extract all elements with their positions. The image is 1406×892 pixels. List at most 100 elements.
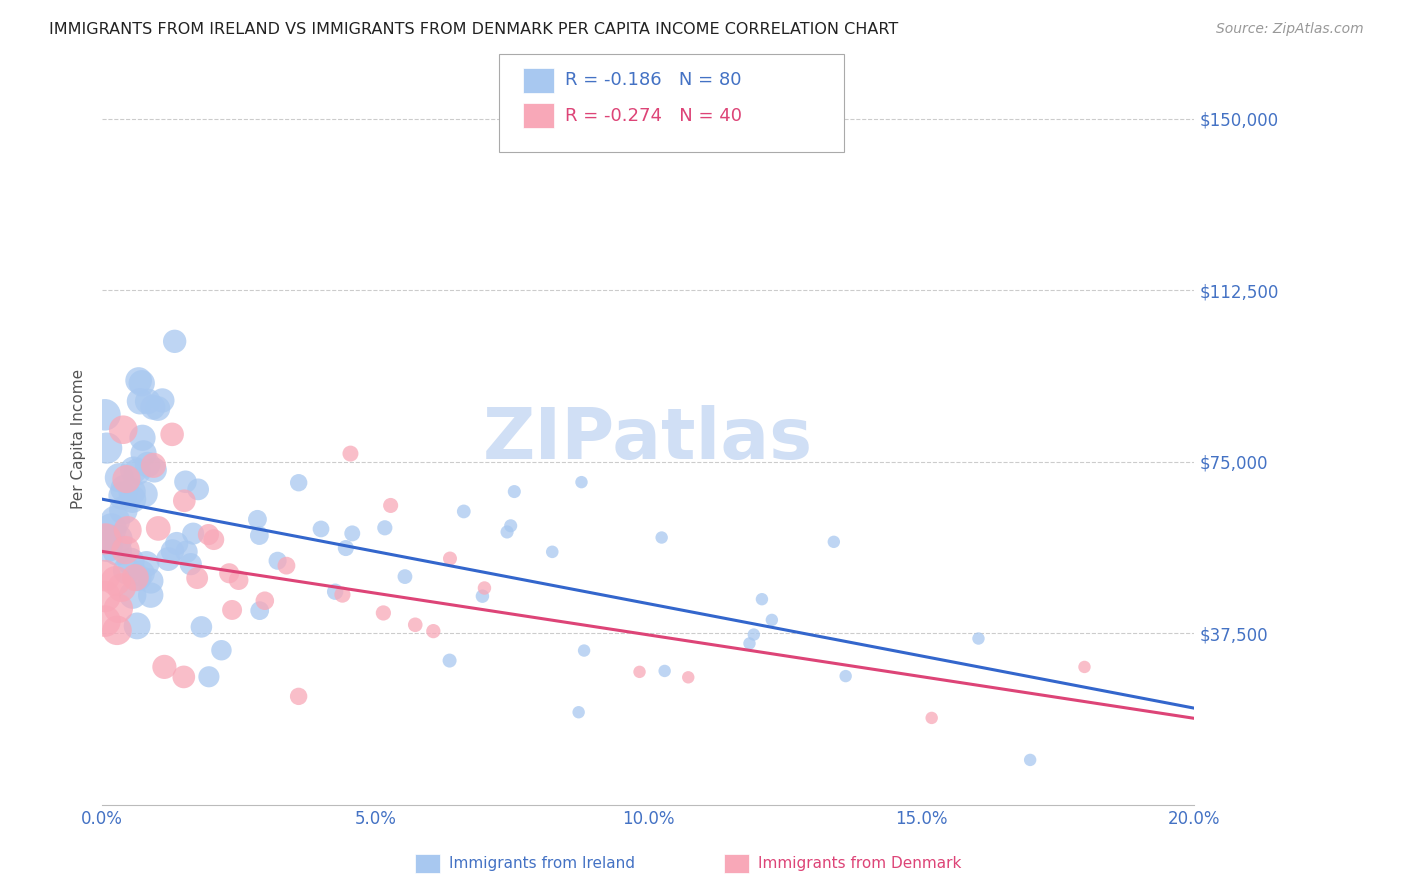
Point xyxy=(439,654,461,668)
Point xyxy=(499,518,522,533)
Text: Immigrants from Denmark: Immigrants from Denmark xyxy=(758,856,962,871)
Point xyxy=(121,588,143,602)
Point xyxy=(181,526,204,541)
Text: R = -0.274   N = 40: R = -0.274 N = 40 xyxy=(565,107,742,125)
Point xyxy=(108,470,131,484)
Point xyxy=(742,627,765,641)
Point xyxy=(94,568,117,582)
Point xyxy=(112,503,135,517)
Point xyxy=(121,484,143,499)
Point xyxy=(761,613,783,627)
Point xyxy=(94,614,117,628)
Point xyxy=(136,458,159,472)
Point xyxy=(921,711,943,725)
Point xyxy=(198,670,221,684)
Point xyxy=(967,632,990,646)
Point xyxy=(121,492,143,507)
Point xyxy=(266,554,288,568)
Point xyxy=(166,536,188,550)
Point xyxy=(180,557,202,571)
Point xyxy=(94,532,117,546)
Point xyxy=(112,423,135,437)
Point xyxy=(202,533,225,547)
Point xyxy=(287,690,309,704)
Point xyxy=(823,534,845,549)
Point xyxy=(128,374,150,388)
Point xyxy=(105,624,128,638)
Point xyxy=(114,543,136,558)
Point xyxy=(139,588,162,602)
Point xyxy=(160,427,183,442)
Point xyxy=(246,512,269,526)
Point xyxy=(96,533,118,547)
Point xyxy=(628,665,651,679)
Point xyxy=(127,465,149,479)
Point xyxy=(142,458,165,473)
Point xyxy=(439,551,461,566)
Point xyxy=(571,475,593,490)
Point xyxy=(404,617,426,632)
Point xyxy=(114,482,136,496)
Point xyxy=(651,531,673,545)
Point xyxy=(139,574,162,588)
Point xyxy=(228,573,250,587)
Text: Immigrants from Ireland: Immigrants from Ireland xyxy=(449,856,634,871)
Point xyxy=(120,554,142,568)
Point xyxy=(135,557,157,571)
Text: Source: ZipAtlas.com: Source: ZipAtlas.com xyxy=(1216,22,1364,37)
Point xyxy=(678,670,700,684)
Point xyxy=(104,514,127,528)
Point xyxy=(332,588,354,602)
Point xyxy=(173,670,195,684)
Point xyxy=(342,526,364,541)
Point xyxy=(247,528,270,542)
Point xyxy=(129,394,152,409)
Text: IMMIGRANTS FROM IRELAND VS IMMIGRANTS FROM DENMARK PER CAPITA INCOME CORRELATION: IMMIGRANTS FROM IRELAND VS IMMIGRANTS FR… xyxy=(49,22,898,37)
Point xyxy=(122,463,145,477)
Point xyxy=(276,558,298,573)
Point xyxy=(127,571,149,585)
Point xyxy=(654,664,676,678)
Point xyxy=(176,545,198,559)
Text: R = -0.186   N = 80: R = -0.186 N = 80 xyxy=(565,71,742,89)
Point xyxy=(221,603,243,617)
Point xyxy=(146,401,169,416)
Point xyxy=(187,483,209,497)
Point xyxy=(163,334,186,349)
Point xyxy=(541,545,564,559)
Point xyxy=(94,590,117,604)
Point xyxy=(96,441,118,455)
Point xyxy=(190,620,212,634)
Point xyxy=(162,544,184,558)
Point xyxy=(834,669,856,683)
Point xyxy=(1073,660,1095,674)
Point xyxy=(100,521,122,535)
Text: ZIPatlas: ZIPatlas xyxy=(484,405,813,474)
Point xyxy=(380,499,402,513)
Point xyxy=(142,400,165,414)
Point xyxy=(287,475,309,490)
Point xyxy=(751,592,773,607)
Point xyxy=(173,493,195,508)
Point xyxy=(197,527,219,541)
Point xyxy=(150,393,173,408)
Point xyxy=(148,521,170,535)
Point xyxy=(572,643,595,657)
Point xyxy=(394,569,416,583)
Point xyxy=(249,604,271,618)
Point xyxy=(117,523,139,537)
Point xyxy=(153,660,176,674)
Point xyxy=(124,571,146,585)
Point xyxy=(1019,753,1042,767)
Point xyxy=(94,408,117,422)
Point xyxy=(131,566,153,581)
Point xyxy=(209,643,232,657)
Point xyxy=(105,544,128,558)
Point xyxy=(132,446,155,460)
Point xyxy=(110,581,132,595)
Point xyxy=(453,504,475,518)
Point xyxy=(134,487,156,501)
Point xyxy=(115,563,138,577)
Point xyxy=(143,463,166,477)
Point xyxy=(186,571,208,585)
